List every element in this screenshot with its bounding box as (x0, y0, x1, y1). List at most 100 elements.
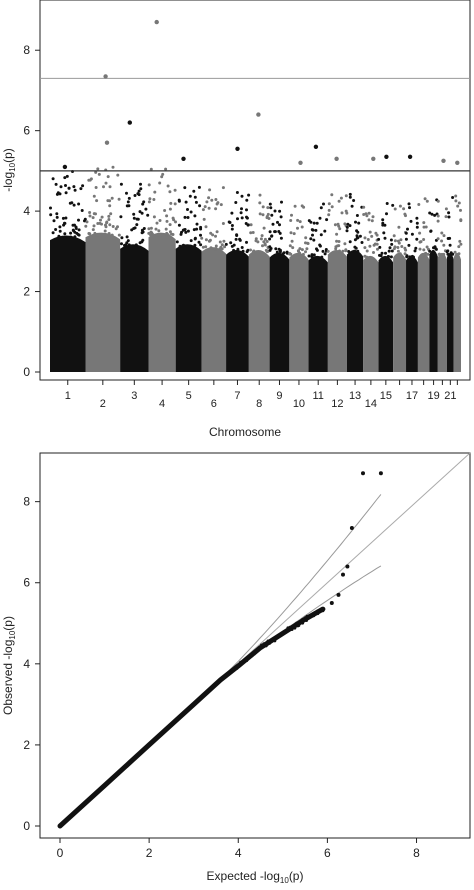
top-hit-point (407, 154, 413, 159)
snp-point (230, 227, 234, 231)
snp-point (147, 183, 151, 187)
snp-point (136, 217, 140, 221)
snp-point (261, 205, 265, 209)
snp-point (161, 172, 165, 176)
snp-point (390, 249, 394, 253)
snp-point (135, 223, 139, 227)
chromosome-band-11 (308, 255, 328, 372)
chromosome-label: 14 (365, 398, 377, 410)
snp-point (88, 214, 92, 218)
snp-point (348, 195, 352, 199)
snp-point (174, 220, 177, 224)
snp-point (372, 243, 376, 247)
snp-point (379, 254, 383, 258)
snp-point (357, 221, 361, 225)
chromosome-band-17 (406, 255, 418, 372)
snp-point (292, 232, 296, 236)
snp-point (285, 251, 289, 255)
snp-point (389, 255, 393, 259)
snp-point (333, 223, 337, 227)
snp-point (415, 216, 419, 220)
snp-point (442, 234, 446, 238)
snp-point (385, 202, 389, 205)
snp-point (127, 196, 131, 200)
snp-point (398, 204, 402, 208)
snp-point (385, 212, 388, 216)
snp-point (87, 178, 91, 182)
snp-point (146, 213, 150, 217)
snp-point (171, 233, 175, 236)
snp-point (258, 212, 262, 216)
snp-point (172, 218, 176, 222)
snp-point (404, 248, 408, 252)
snp-point (227, 220, 231, 224)
snp-point (134, 243, 138, 247)
chromosome-band-14 (363, 255, 379, 372)
snp-point (64, 191, 68, 195)
chromosome-band-18 (417, 252, 430, 372)
snp-point (219, 203, 223, 207)
snp-point (141, 202, 145, 206)
snp-point (238, 238, 242, 242)
snp-point (396, 246, 400, 249)
snp-point (245, 215, 248, 219)
snp-point (232, 248, 236, 252)
snp-point (413, 249, 417, 253)
snp-point (216, 201, 220, 205)
chromosome-label: 1 (65, 390, 71, 402)
snp-point (389, 238, 393, 242)
snp-point (418, 231, 422, 235)
snp-point (249, 223, 253, 227)
snp-point (181, 228, 185, 232)
snp-point (341, 249, 345, 253)
chromosome-band-4 (148, 232, 176, 372)
snp-point (382, 231, 386, 235)
snp-point (279, 236, 283, 240)
snp-point (433, 213, 437, 217)
snp-point (95, 199, 99, 203)
snp-point (189, 239, 193, 243)
snp-point (347, 250, 351, 253)
snp-point (173, 188, 177, 192)
chromosome-band-20 (437, 252, 447, 372)
snp-point (184, 200, 188, 204)
snp-point (193, 236, 197, 240)
snp-point (371, 215, 375, 219)
snp-point (372, 251, 375, 254)
snp-point (85, 220, 89, 224)
snp-point (64, 216, 68, 220)
snp-point (298, 220, 302, 224)
snp-point (132, 212, 136, 216)
snp-point (323, 252, 327, 256)
snp-point (188, 244, 192, 248)
snp-point (132, 216, 136, 220)
snp-point (268, 202, 272, 206)
snp-point (96, 167, 100, 171)
snp-point (300, 225, 304, 229)
snp-point (446, 252, 450, 256)
snp-point (77, 228, 81, 232)
snp-point (234, 237, 238, 241)
snp-point (415, 237, 419, 241)
snp-point (454, 199, 458, 203)
qq-x-tick-label: 8 (413, 846, 420, 860)
snp-point (296, 226, 299, 230)
snp-point (205, 200, 209, 204)
snp-point (447, 211, 451, 215)
snp-point (142, 227, 146, 230)
snp-point (126, 200, 130, 204)
chromosome-label: 6 (211, 398, 217, 410)
qq-outlier-point (349, 526, 354, 530)
snp-point (457, 245, 461, 249)
y-tick-label: 0 (23, 365, 30, 379)
snp-point (99, 218, 102, 222)
snp-point (263, 243, 267, 247)
snp-point (381, 223, 385, 227)
chromosome-label: 21 (444, 390, 456, 402)
snp-point (293, 204, 297, 208)
qq-point (268, 641, 272, 645)
snp-point (278, 223, 281, 227)
snp-point (363, 246, 367, 250)
snp-point (399, 238, 403, 242)
snp-point (108, 185, 112, 189)
